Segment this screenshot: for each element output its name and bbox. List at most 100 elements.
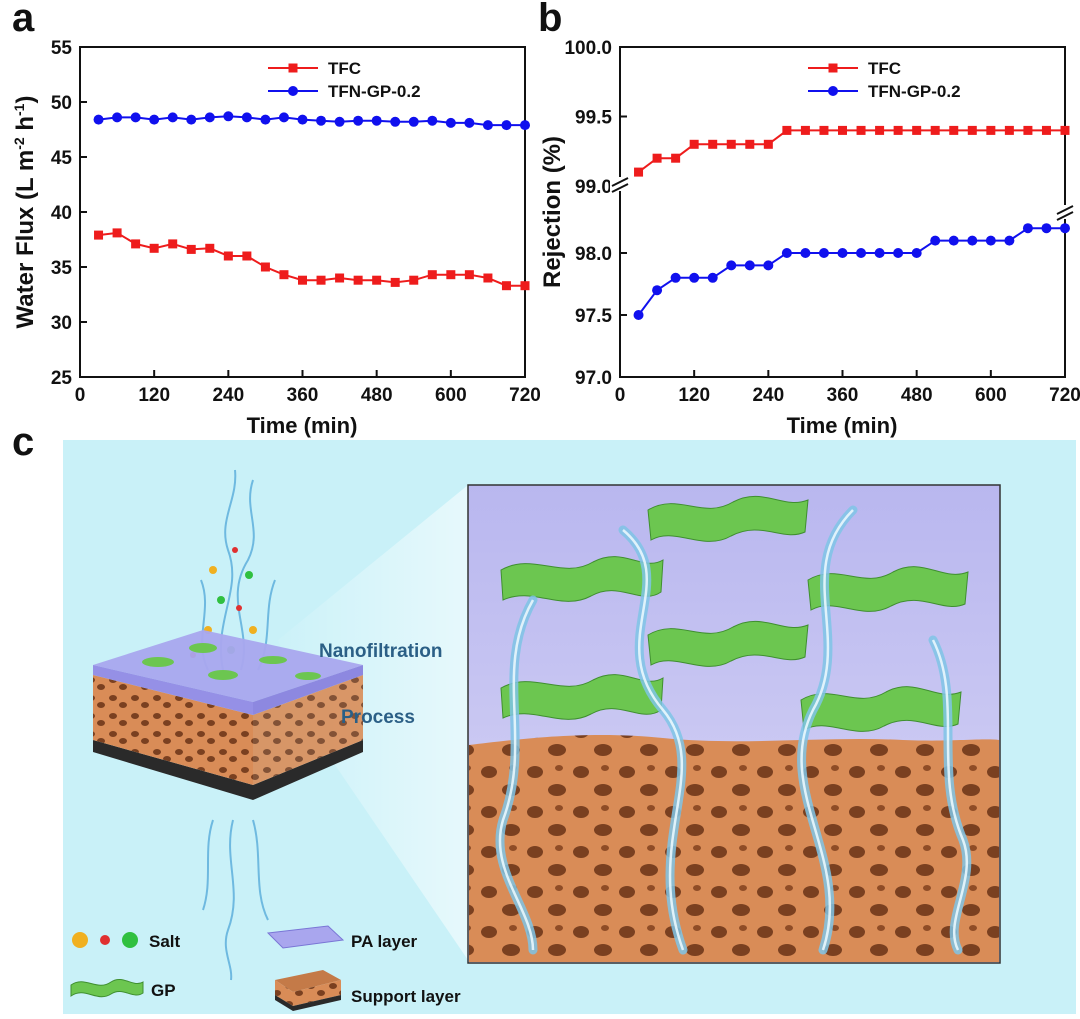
chart-b-data-point: [949, 125, 959, 135]
chart-a-data-point: [297, 114, 308, 125]
zoomed-view: [467, 484, 1001, 964]
chart-a-water-flux: 0 120 240 360 480 600 720 25 30 35 40 45 50 55 TFC TFN…: [11, 38, 540, 438]
chart-a-data-point: [520, 281, 530, 291]
chart-b-data-point: [707, 272, 718, 283]
chart-a-series-line-1: [98, 115, 525, 127]
illustration-legend: Salt GP PA layer Support layer: [70, 925, 461, 1011]
chart-a-data-point: [204, 112, 215, 123]
chart-a-data-point: [242, 251, 252, 261]
chart-a-data-point: [427, 115, 438, 126]
label-process: Process: [341, 707, 415, 728]
chart-b-data-point: [818, 248, 829, 258]
chart-b-data-point: [1041, 223, 1052, 234]
chart-a-data-point: [149, 243, 159, 253]
chart-b-data-point: [670, 272, 681, 283]
chart-a-ytick-label: 45: [51, 148, 73, 169]
chart-b-data-point: [782, 125, 792, 135]
chart-b-data-point: [893, 125, 903, 135]
chart-b-data-point: [726, 260, 737, 271]
chart-a-data-point: [241, 112, 252, 123]
chart-a-xtick-label: 480: [361, 385, 393, 406]
legend-salt-icon: [72, 932, 138, 948]
chart-b-ytick-label: 97.0: [575, 368, 612, 389]
chart-a-data-point: [390, 116, 401, 127]
chart-b-data-point: [838, 125, 847, 135]
chart-b-data-point: [800, 248, 811, 258]
chart-b-data-point: [689, 272, 700, 283]
chart-a-data-point: [464, 270, 474, 280]
chart-b-data-point: [1060, 125, 1070, 135]
chart-b-data-point: [763, 139, 773, 149]
chart-b-ytick-label: 97.5: [575, 306, 612, 327]
chart-b-data-point: [1004, 235, 1015, 246]
chart-b-data-point: [726, 139, 736, 149]
chart-b-xtick-label: 120: [678, 385, 710, 406]
chart-b-data-point: [633, 310, 644, 320]
chart-a-data-point: [464, 117, 475, 128]
chart-a-data-point: [371, 115, 382, 126]
chart-b-series-line-1: [637, 227, 1065, 316]
chart-a-xtick-label: 240: [212, 385, 244, 406]
chart-b-data-point: [671, 153, 681, 163]
chart-a-data-point: [408, 116, 419, 127]
chart-a-legend-label: TFC: [328, 59, 361, 78]
chart-a-ytick-label: 35: [51, 258, 73, 279]
chart-b-data-point: [837, 248, 848, 258]
chart-b-data-point: [967, 235, 978, 246]
chart-a-data-point: [149, 114, 160, 125]
chart-b-plot-frame: [619, 46, 1066, 378]
chart-a-data-point: [501, 281, 511, 291]
chart-a-data-point: [353, 275, 363, 285]
chart-b-data-point: [948, 235, 959, 246]
chart-a-data-point: [446, 270, 456, 280]
chart-b-legend-label: TFN-GP-0.2: [868, 82, 961, 101]
chart-a-data-point: [390, 277, 400, 287]
chart-a-data-point: [93, 114, 104, 125]
chart-b-ytick-label: 99.0: [575, 177, 612, 198]
chart-a-data-point: [279, 270, 289, 280]
chart-a-ylabel: Water Flux (L m-2 h-1): [11, 96, 39, 329]
chart-a-legend-marker: [288, 86, 298, 96]
chart-b-ytick-label: 100.0: [564, 38, 612, 59]
chart-a-legend-marker: [288, 63, 298, 73]
chart-b-ytick-label: 99.5: [575, 108, 612, 129]
chart-a-data-point: [482, 120, 493, 131]
chart-a-data-point: [112, 228, 122, 238]
chart-b-data-point: [986, 125, 996, 135]
chart-b-data-point: [652, 153, 662, 163]
chart-a-xtick-label: 0: [75, 385, 86, 406]
chart-a-xtick-label: 120: [138, 385, 170, 406]
chart-a-data-point: [205, 243, 215, 253]
chart-a-data-point: [278, 112, 289, 123]
chart-b-legend-marker: [828, 86, 838, 96]
chart-b-data-point: [930, 235, 941, 246]
chart-b-xtick-label: 240: [752, 385, 784, 406]
chart-a-data-point: [409, 275, 419, 285]
chart-a-data-point: [501, 120, 512, 131]
chart-b-data-point: [689, 139, 699, 149]
chart-b-xtick-label: 360: [827, 385, 859, 406]
chart-b-data-point: [800, 125, 810, 135]
chart-b-data-point: [1022, 223, 1033, 234]
chart-b-data-point: [875, 125, 885, 135]
chart-a-data-point: [316, 275, 326, 285]
chart-a-ytick-label: 55: [51, 38, 73, 59]
chart-a-data-point: [520, 120, 530, 131]
legend-gp-label: GP: [151, 981, 176, 1000]
chart-b-data-point: [1004, 125, 1014, 135]
zoom-beam: [278, 485, 468, 960]
chart-a-ytick-label: 50: [51, 93, 72, 114]
chart-b-data-point: [1060, 223, 1070, 234]
chart-a-data-point: [94, 230, 104, 240]
chart-a-xtick-label: 360: [287, 385, 319, 406]
chart-a-data-point: [445, 117, 456, 128]
panel-c-illustration: Nanofiltration Process: [63, 440, 1076, 1014]
chart-a-ytick-label: 30: [51, 313, 72, 334]
chart-a-data-point: [112, 112, 123, 123]
chart-b-data-point: [781, 248, 792, 258]
legend-support-layer-icon: [275, 970, 341, 1011]
chart-a-data-point: [427, 270, 437, 280]
chart-b-rejection: 0 120 240 360 480 600 720 97.0 97.5 98.0 99.0 99.5 1…: [540, 38, 1080, 438]
chart-a-data-point: [168, 239, 178, 249]
chart-b-data-point: [930, 125, 940, 135]
